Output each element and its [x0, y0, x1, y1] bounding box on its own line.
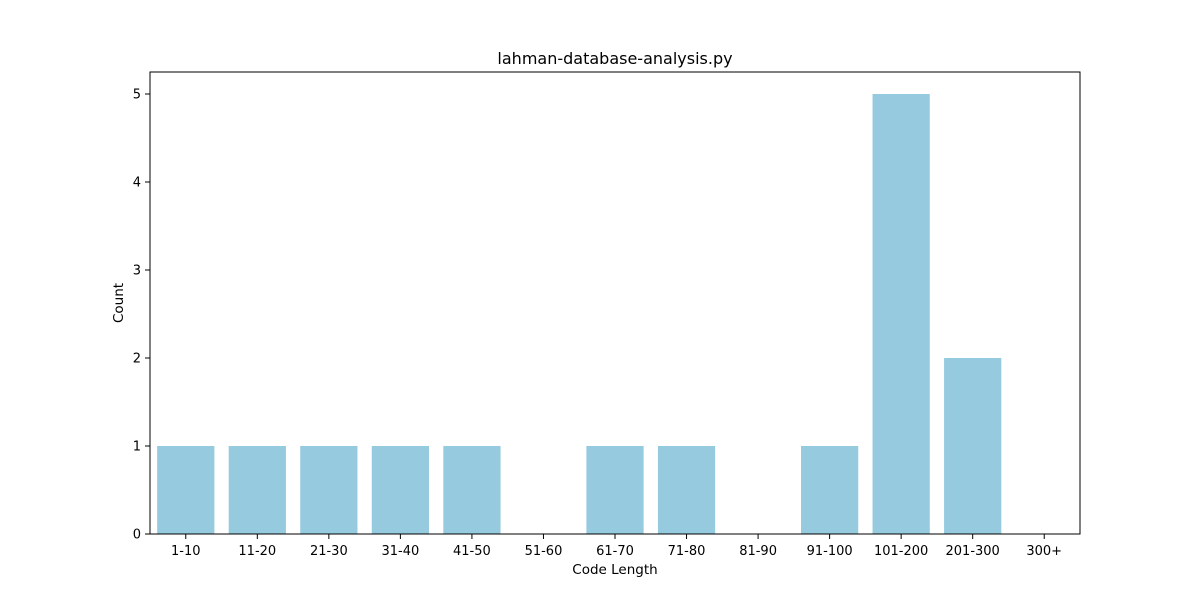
- x-tick-label: 300+: [1026, 544, 1062, 559]
- x-axis-label: Code Length: [572, 562, 657, 578]
- bar-71-80: [657, 446, 716, 534]
- bar-1-10: [157, 446, 215, 534]
- bar-31-40: [371, 446, 429, 534]
- x-tick-label: 21-30: [310, 544, 348, 559]
- x-tick-label: 91-100: [807, 544, 853, 559]
- x-tick-label: 1-10: [171, 544, 201, 559]
- y-tick-label: 2: [133, 352, 141, 367]
- bar-101-200: [872, 94, 930, 534]
- y-tick-label: 0: [133, 528, 141, 543]
- chart-title: lahman-database-analysis.py: [497, 49, 732, 68]
- bar-61-70: [586, 446, 644, 534]
- y-tick-label: 4: [133, 176, 141, 191]
- x-tick-label: 61-70: [596, 544, 634, 559]
- y-axis-label: Count: [111, 283, 127, 323]
- y-tick-label: 3: [133, 264, 141, 279]
- x-tick-label: 31-40: [381, 544, 419, 559]
- axis-layer: 1-10 11-20 21-30 31-40 41-50 51-60 61-70 71-80 8…: [133, 88, 1062, 560]
- plot-frame: [149, 71, 1081, 535]
- bar-11-20: [228, 446, 286, 534]
- x-tick-label: 41-50: [453, 544, 491, 559]
- x-tick-label: 81-90: [739, 544, 777, 559]
- y-tick-label: 1: [133, 440, 141, 455]
- y-tick-label: 5: [133, 88, 141, 103]
- bar-91-100: [801, 446, 859, 534]
- bar-41-50: [443, 446, 501, 534]
- bars-layer: [157, 94, 1002, 534]
- x-tick-label: 201-300: [946, 544, 1000, 559]
- x-tick-label: 11-20: [238, 544, 276, 559]
- x-tick-label: 101-200: [874, 544, 928, 559]
- x-tick-label: 51-60: [525, 544, 563, 559]
- x-tick-label: 71-80: [668, 544, 706, 559]
- bar-201-300: [944, 358, 1002, 534]
- bar-21-30: [300, 446, 358, 534]
